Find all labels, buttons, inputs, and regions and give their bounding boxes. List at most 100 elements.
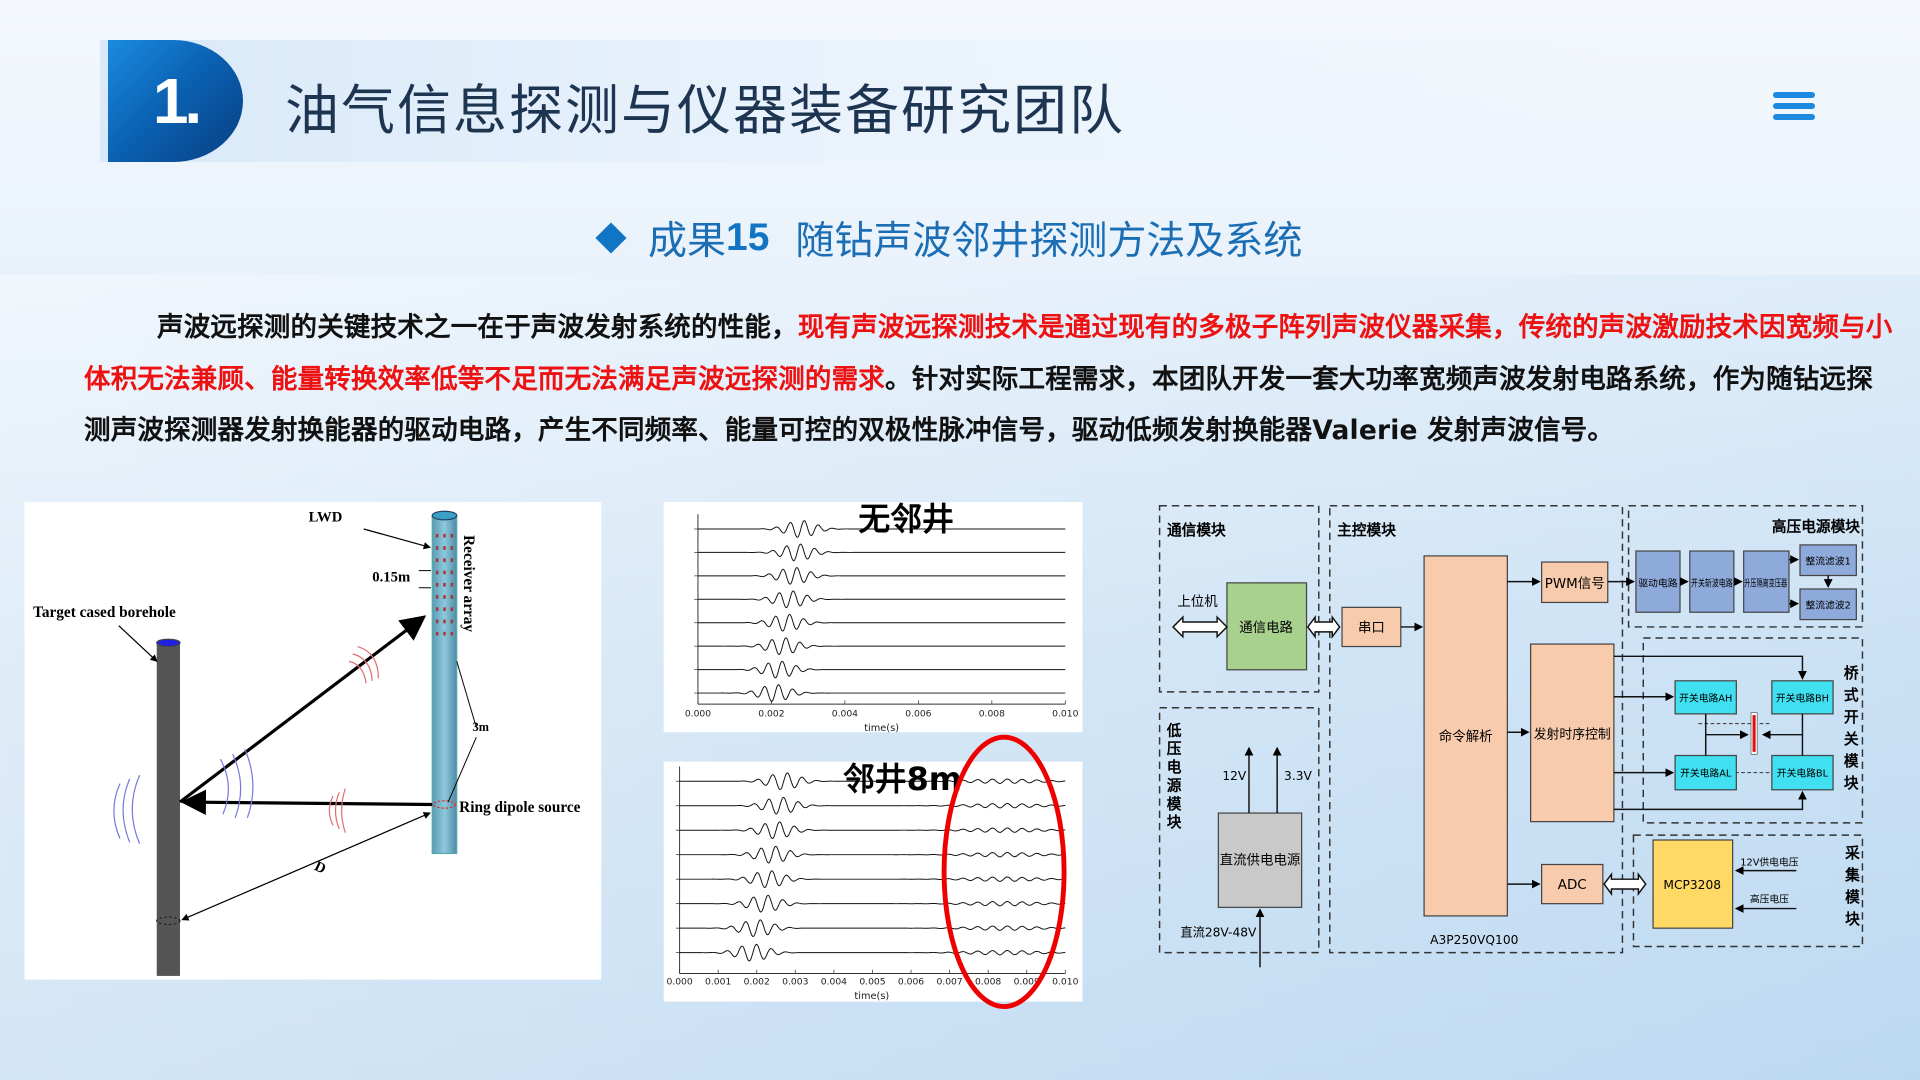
main-module-frame — [1329, 504, 1624, 954]
label-3v3: 3.3V — [1284, 769, 1312, 783]
module-label-acq: 采集模块 — [1843, 844, 1860, 933]
x-tick-label: 0.004 — [821, 976, 847, 987]
label-hv-input: 高压电压 — [1750, 892, 1789, 905]
waveform-trace — [697, 590, 1066, 609]
module-label-main: 主控模块 — [1337, 521, 1396, 539]
x-tick-label: 0.000 — [666, 976, 692, 987]
serial-double-arrow-icon — [1306, 614, 1341, 639]
x-tick-label: 0.008 — [975, 976, 1001, 987]
x-tick-label: 0.000 — [685, 708, 711, 719]
borehole-schematic: LWD 0.15m Target cased borehole Receiver… — [24, 502, 602, 980]
block-timing-control: 发射时序控制 — [1534, 726, 1611, 742]
receiver-dot — [435, 558, 439, 563]
lv-module-frame — [1158, 707, 1320, 954]
hamburger-menu-icon[interactable] — [1773, 92, 1815, 122]
waveform-chart-neighbor-8m: 0.000 0.001 0.002 0.003 0.004 0.005 0.006 0.007… — [663, 734, 1083, 1009]
waveform-trace — [697, 637, 1066, 655]
receiver-dot — [450, 570, 454, 575]
red-wavefronts — [328, 645, 379, 833]
block-switch-bl: 开关电路BL — [1777, 766, 1829, 779]
block-command-parser: 命令解析 — [1439, 728, 1493, 745]
chip-label: A3P250VQ100 — [1430, 933, 1518, 947]
adc-double-arrow-icon — [1603, 872, 1647, 897]
receiver-dot — [435, 546, 439, 550]
waveform-trace — [679, 796, 1066, 815]
bridge-module-frame — [1642, 637, 1864, 824]
source-label: Ring dipole source — [459, 799, 580, 816]
paragraph-segment-3: 。针对实际工程需求，本团队开发一套大功率宽频声波发射电路系统，作为随钻远探测声波… — [84, 363, 1873, 447]
x-tick-label: 0.001 — [705, 976, 731, 987]
x-tick-label: 0.004 — [832, 708, 858, 719]
lwd-label: LWD — [309, 510, 343, 526]
host-double-arrow-icon — [1172, 615, 1228, 639]
circuit-block-diagram: 通信模块 主控模块 高压电源模块 低压电源模块 桥式开关模块 采集模块 上位机 … — [1158, 504, 1864, 968]
x-tick-label: 0.006 — [898, 976, 924, 987]
waveform-trace — [697, 613, 1066, 632]
page-title: 油气信息探测与仪器装备研究团队 — [285, 79, 1125, 142]
receiver-dot — [435, 607, 439, 612]
blue-wavefronts — [113, 749, 254, 844]
receiver-dot — [450, 546, 454, 550]
block-switch-al: 开关电路AL — [1680, 766, 1732, 779]
waveform-trace — [679, 894, 1066, 913]
receiver-dot — [435, 582, 439, 587]
module-label-lv: 低压电源模块 — [1165, 721, 1182, 832]
label-dc-input: 直流28V-48V — [1180, 926, 1257, 940]
x-tick-label: 0.008 — [979, 708, 1005, 719]
header-bar — [100, 40, 1600, 162]
reflection-highlight-ellipse — [941, 734, 1067, 1009]
waveform-chart-no-neighbor: 0.000 0.002 0.004 0.006 0.008 0.010 无邻井 time(… — [663, 500, 1083, 734]
module-label-hv: 高压电源模块 — [1772, 517, 1860, 535]
receiver-dot — [443, 607, 446, 612]
description-paragraph: 声波远探测的关键技术之一在于声波发射系统的性能，现有声波远探测技术是通过现有的多… — [84, 302, 1896, 457]
block-chopper: 开关斩波电路 — [1691, 577, 1733, 590]
x-axis-label: time(s) — [854, 991, 889, 1002]
label-12v: 12V — [1222, 769, 1247, 783]
block-serial: 串口 — [1358, 620, 1385, 636]
receiver-dot — [450, 558, 454, 563]
waveform-trace — [679, 821, 1066, 839]
receiver-label: Receiver array — [460, 535, 477, 632]
waveform-trace — [697, 520, 1066, 538]
receiver-dot — [435, 595, 439, 599]
waveform-trace — [679, 772, 1066, 791]
receiver-dot — [450, 619, 454, 624]
x-tick-label: 0.003 — [782, 976, 808, 987]
chart-title: 无邻井 — [858, 500, 954, 538]
waveform-trace — [697, 543, 1066, 562]
x-tick-label: 0.010 — [1052, 976, 1078, 987]
x-tick-label: 0.002 — [758, 708, 784, 719]
receiver-dot — [450, 631, 454, 636]
receiver-dot — [443, 595, 446, 599]
block-pwm: PWM信号 — [1545, 576, 1605, 592]
label-12v-supply: 12V供电电压 — [1740, 856, 1798, 869]
receiver-dot — [435, 533, 439, 538]
block-switch-ah: 开关电路AH — [1679, 692, 1732, 705]
x-tick-label: 0.006 — [905, 708, 931, 719]
comm-module-frame — [1158, 504, 1320, 693]
receiver-dot — [443, 558, 446, 563]
module-label-bridge: 桥式开关模块 — [1842, 664, 1859, 797]
x-tick-label: 0.007 — [936, 976, 962, 987]
waveform-trace — [697, 684, 1066, 702]
receiver-dot — [443, 533, 446, 538]
subtitle-number: 15 — [726, 216, 770, 259]
chart-title: 邻井8m — [843, 760, 962, 798]
receiver-dot — [450, 533, 454, 538]
receiver-dot — [443, 570, 446, 575]
block-switch-bh: 开关电路BH — [1776, 692, 1829, 705]
subtitle-text: 随钻声波邻井探测方法及系统 — [795, 219, 1303, 264]
block-rectifier-1: 整流滤波1 — [1805, 554, 1850, 567]
block-driver: 驱动电路 — [1638, 577, 1677, 590]
receiver-dot — [450, 607, 454, 612]
receiver-dot — [443, 631, 446, 636]
hv-module-frame — [1627, 504, 1864, 628]
block-host: 上位机 — [1177, 594, 1218, 610]
receiver-dot — [443, 619, 446, 624]
receiver-dot — [443, 582, 446, 587]
block-rectifier-2: 整流滤波2 — [1805, 599, 1850, 612]
target-label: Target cased borehole — [33, 604, 176, 621]
block-transformer: 升压隔离变压器 — [1744, 577, 1787, 590]
receiver-dot — [450, 595, 454, 599]
block-adc: ADC — [1558, 878, 1587, 893]
